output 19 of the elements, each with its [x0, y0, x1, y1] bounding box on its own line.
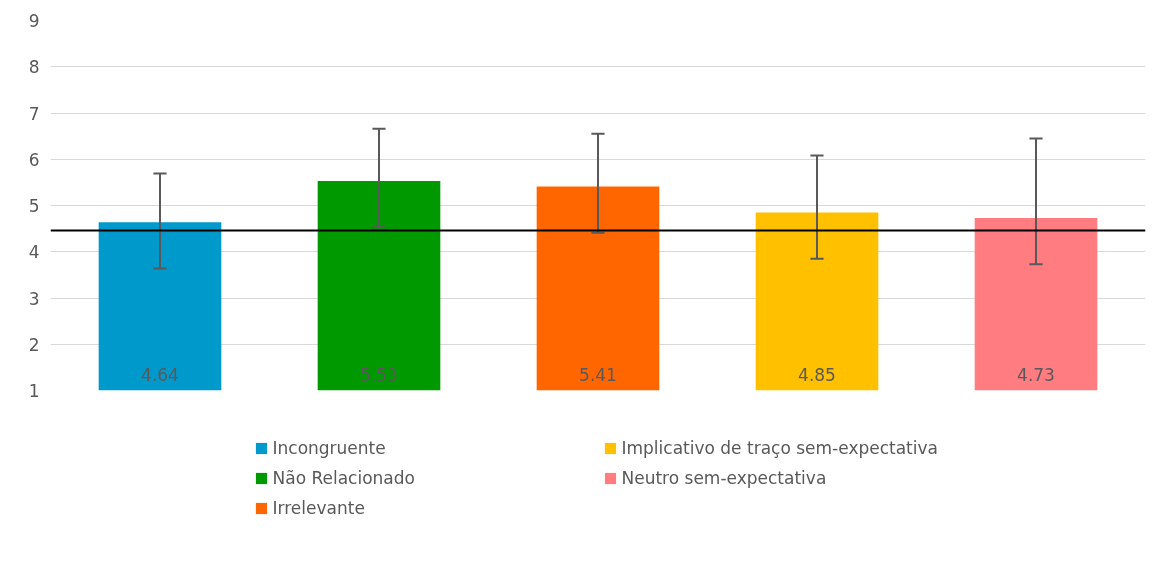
- y-tick-label: 1: [28, 381, 40, 401]
- legend-label: Neutro sem-expectativa: [621, 467, 828, 488]
- legend-label: Implicativo de traço sem-expectativa: [621, 437, 939, 458]
- legend-label: Incongruente: [272, 437, 387, 458]
- y-tick-label: 7: [28, 103, 40, 124]
- data-label: 4.73: [1017, 364, 1055, 385]
- legend-label: Não Relacionado: [272, 467, 416, 488]
- y-tick-label: 9: [28, 11, 40, 31]
- legend-label: Irrelevante: [272, 497, 366, 518]
- data-label: 4.85: [798, 364, 836, 385]
- y-tick-label: 4: [28, 242, 40, 263]
- data-label: 4.64: [141, 364, 179, 385]
- data-label: 5.41: [579, 364, 617, 385]
- y-tick-label: 8: [28, 57, 40, 78]
- y-tick-label: 2: [28, 334, 40, 355]
- y-tick-label: 6: [28, 149, 40, 170]
- y-tick-label: 5: [28, 196, 40, 216]
- y-tick-label: 3: [28, 288, 40, 309]
- data-label: 5.53: [360, 364, 398, 385]
